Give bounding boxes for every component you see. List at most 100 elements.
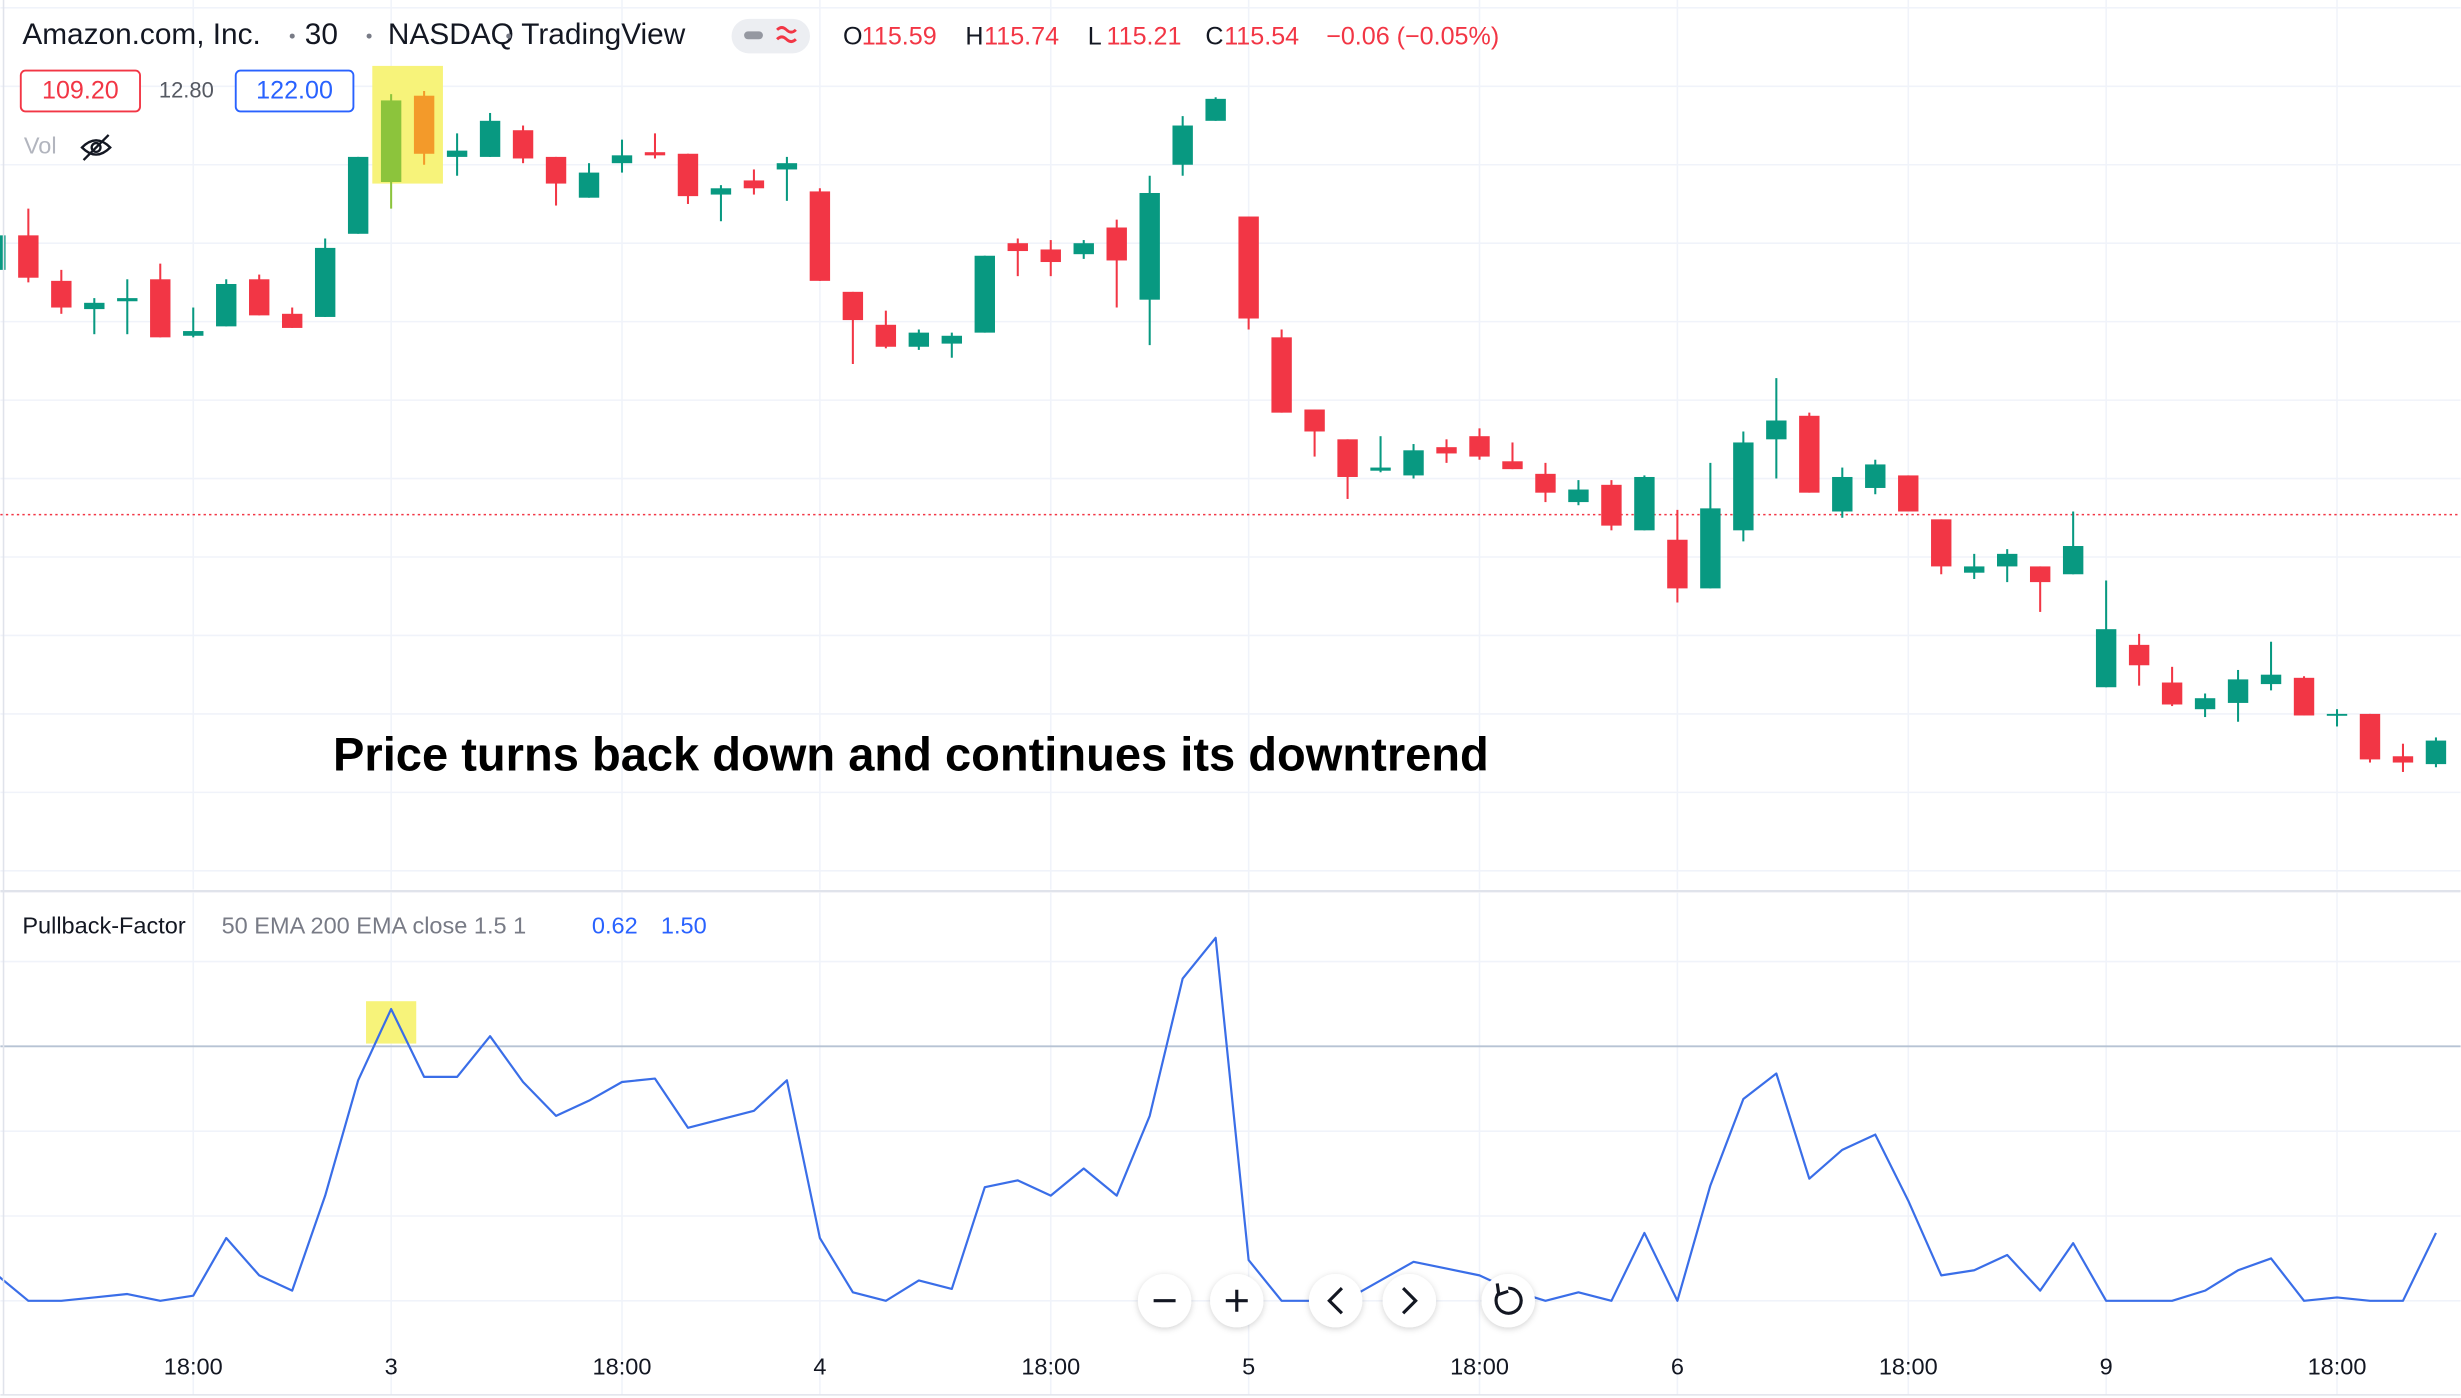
candle-body [1634,476,1655,531]
ohlc-value: 115.59 [862,22,937,50]
candle-body [1007,243,1028,252]
candle-body [117,298,138,302]
candle-body [1469,436,1490,457]
candle-body [84,302,105,310]
candle-body [2293,677,2315,716]
separator [366,33,372,39]
candle-body [1205,98,1226,121]
eye-slash [82,134,110,161]
candle-body [314,247,336,317]
candle-body [216,283,237,327]
indicator-line [0,936,2437,1302]
candle-body [183,331,204,336]
range: 12.80 [159,78,214,103]
pill-bg [731,18,811,54]
volume-visibility[interactable] [80,134,112,161]
change: −0.06 (−0.05%) [1326,22,1499,50]
candle-body [1535,473,1556,493]
separator [506,33,512,39]
scroll-right-button[interactable] [1382,1274,1437,1328]
candle-body [1996,553,2018,567]
ohlc-value: 115.54 [1224,22,1299,50]
candle-body [1271,337,1292,413]
ohlc-key: C [1205,22,1223,50]
candle-body [1766,420,1787,440]
symbol-title: Amazon.com, Inc. [22,18,260,51]
target-price: 122.00 [256,76,333,104]
candle-body [1964,566,1985,573]
candle-body [644,152,666,156]
ohlc-value: 115.74 [984,22,1059,50]
candle-body [842,291,864,321]
candle-body [1832,476,1853,512]
eye-pupil [90,141,102,154]
candle-body [380,100,402,183]
button-bg [1481,1274,1535,1328]
candle-body [710,188,732,195]
candle-body [1865,464,1886,488]
candle-body [1568,489,1589,503]
separator [289,33,295,39]
candle-body [1172,125,1193,165]
candle-body [18,235,39,278]
status-pill[interactable] [731,18,811,54]
exchange: NASDAQ [388,18,514,51]
stop-box [19,69,141,113]
ohlc-key: H [965,22,983,50]
candle-body [1601,484,1622,526]
scroll-left-button[interactable] [1308,1274,1363,1328]
candle-body [2128,644,2150,666]
candle-body [611,155,633,164]
indicator-value: 0.62 [592,913,638,939]
interval: 30 [305,18,338,51]
candle-body [2062,546,2084,575]
reset-button[interactable] [1481,1274,1535,1328]
candle-body [1337,439,1358,477]
candle-body [875,324,897,347]
stop-price: 109.20 [42,76,119,104]
x-tick-label: 5 [1242,1353,1255,1379]
candle-body [1106,227,1127,261]
candle-body [2359,713,2381,760]
candle-body [1799,415,1820,493]
candle-body [347,156,369,234]
x-tick-label: 18:00 [1879,1353,1938,1379]
candle-body [1733,442,1754,531]
candle-body [2227,679,2249,703]
candle-body [1700,508,1721,589]
volume-label: Vol [24,133,57,159]
candle-body [578,172,600,198]
zoom-out-button[interactable] [1137,1274,1192,1328]
candle-body [249,279,270,316]
candle-body [2260,674,2282,685]
indicator-params: 50 EMA 200 EMA close 1.5 1 [222,913,527,939]
candle-body [908,332,930,347]
candle-body [2029,566,2051,583]
candle-body [974,255,995,333]
left-icon [1327,1287,1344,1315]
zoom-in-button[interactable] [1210,1274,1264,1328]
candle-body [1436,447,1457,454]
x-tick-label: 4 [813,1353,826,1379]
indicator-value: 1.50 [661,913,707,939]
candle-body [2194,698,2216,710]
candle-body [1403,450,1424,476]
candle-body [809,191,831,281]
indicator-name: Pullback-Factor [22,913,186,939]
x-tick-label: 3 [385,1353,398,1379]
candle-body [479,120,501,157]
candle-body [1667,539,1688,589]
x-tick-label: 18:00 [593,1353,652,1379]
right-icon [1401,1287,1418,1315]
candle-body [1898,475,1919,512]
x-tick-label: 18:00 [2308,1353,2367,1379]
button-bg [1382,1274,1437,1328]
marks [0,65,2461,1302]
x-tick-label: 18:00 [1450,1353,1509,1379]
candle-body [776,163,798,170]
candle-body [1304,409,1325,432]
candle-body [1238,216,1259,319]
